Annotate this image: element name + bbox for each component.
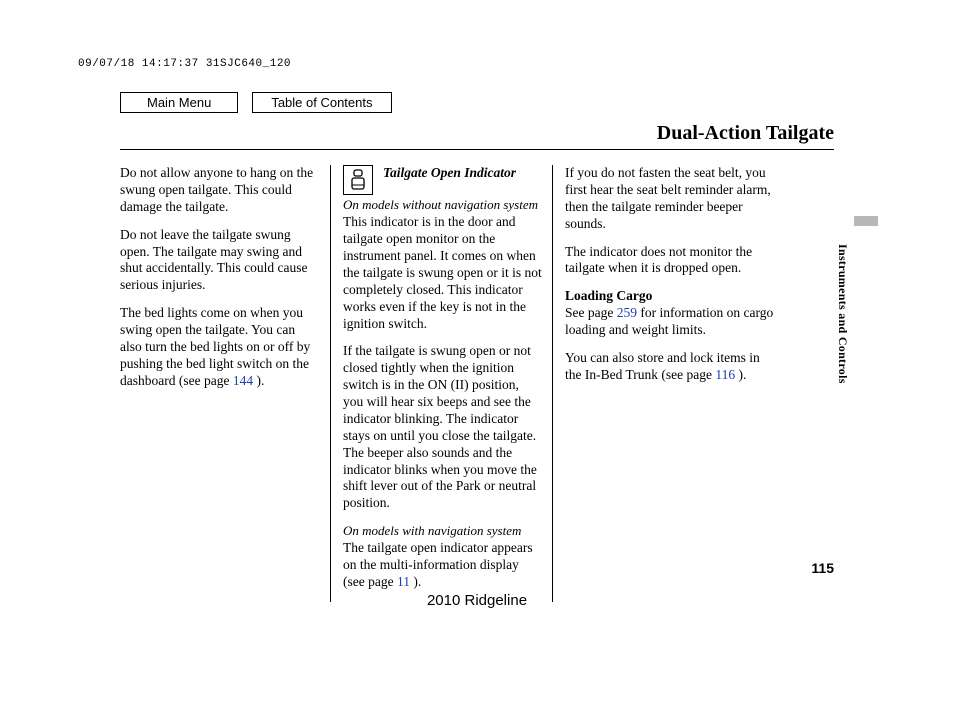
- page-link-11[interactable]: 11: [397, 574, 410, 589]
- loading-cargo-section: Loading Cargo See page 259 for informati…: [565, 288, 774, 339]
- main-menu-button[interactable]: Main Menu: [120, 92, 238, 113]
- col1-p3a: The bed lights come on when you swing op…: [120, 305, 310, 388]
- col2-note2: On models with navigation system: [343, 523, 542, 539]
- header-timestamp: 09/07/18 14:17:37 31SJC640_120: [78, 58, 291, 70]
- page-title: Dual-Action Tailgate: [657, 122, 834, 144]
- page-number: 115: [811, 560, 834, 576]
- col3-p4b: ).: [735, 367, 746, 382]
- loading-cargo-heading: Loading Cargo: [565, 288, 652, 303]
- col1-para3: The bed lights come on when you swing op…: [120, 305, 318, 389]
- toc-button[interactable]: Table of Contents: [252, 92, 391, 113]
- col2-para1: This indicator is in the door and tailga…: [343, 214, 542, 332]
- col3-para2: The indicator does not monitor the tailg…: [565, 244, 774, 278]
- col2-p3b: ).: [410, 574, 421, 589]
- column-2: Tailgate Open Indicator On models withou…: [330, 165, 552, 602]
- page-root: 09/07/18 14:17:37 31SJC640_120 Main Menu…: [0, 0, 954, 710]
- col3-p3a: See page: [565, 305, 617, 320]
- col1-para1: Do not allow anyone to hang on the swung…: [120, 165, 318, 216]
- col2-p3a: The tailgate open indicator appears on t…: [343, 540, 533, 589]
- column-1: Do not allow anyone to hang on the swung…: [120, 165, 330, 602]
- indicator-heading: Tailgate Open Indicator: [343, 165, 542, 195]
- col3-para4: You can also store and lock items in the…: [565, 350, 774, 384]
- col2-note1: On models without navigation system: [343, 197, 542, 213]
- side-section-label: Instruments and Controls: [835, 244, 850, 384]
- content-columns: Do not allow anyone to hang on the swung…: [120, 165, 780, 602]
- footer-model: 2010 Ridgeline: [0, 592, 954, 609]
- side-tab-stub: [854, 216, 878, 226]
- page-link-116[interactable]: 116: [715, 367, 735, 382]
- page-link-144[interactable]: 144: [233, 373, 253, 388]
- page-link-259[interactable]: 259: [617, 305, 637, 320]
- column-3: If you do not fasten the seat belt, you …: [552, 165, 774, 602]
- col1-para2: Do not leave the tailgate swung open. Th…: [120, 227, 318, 295]
- col1-p3b: ).: [253, 373, 264, 388]
- nav-buttons: Main Menu Table of Contents: [120, 92, 392, 113]
- title-row: Dual-Action Tailgate: [120, 122, 834, 150]
- col2-para3: The tailgate open indicator appears on t…: [343, 540, 542, 591]
- indicator-title: Tailgate Open Indicator: [383, 165, 516, 182]
- tailgate-open-icon: [343, 165, 373, 195]
- col2-para2: If the tailgate is swung open or not clo…: [343, 343, 542, 512]
- col3-para1: If you do not fasten the seat belt, you …: [565, 165, 774, 233]
